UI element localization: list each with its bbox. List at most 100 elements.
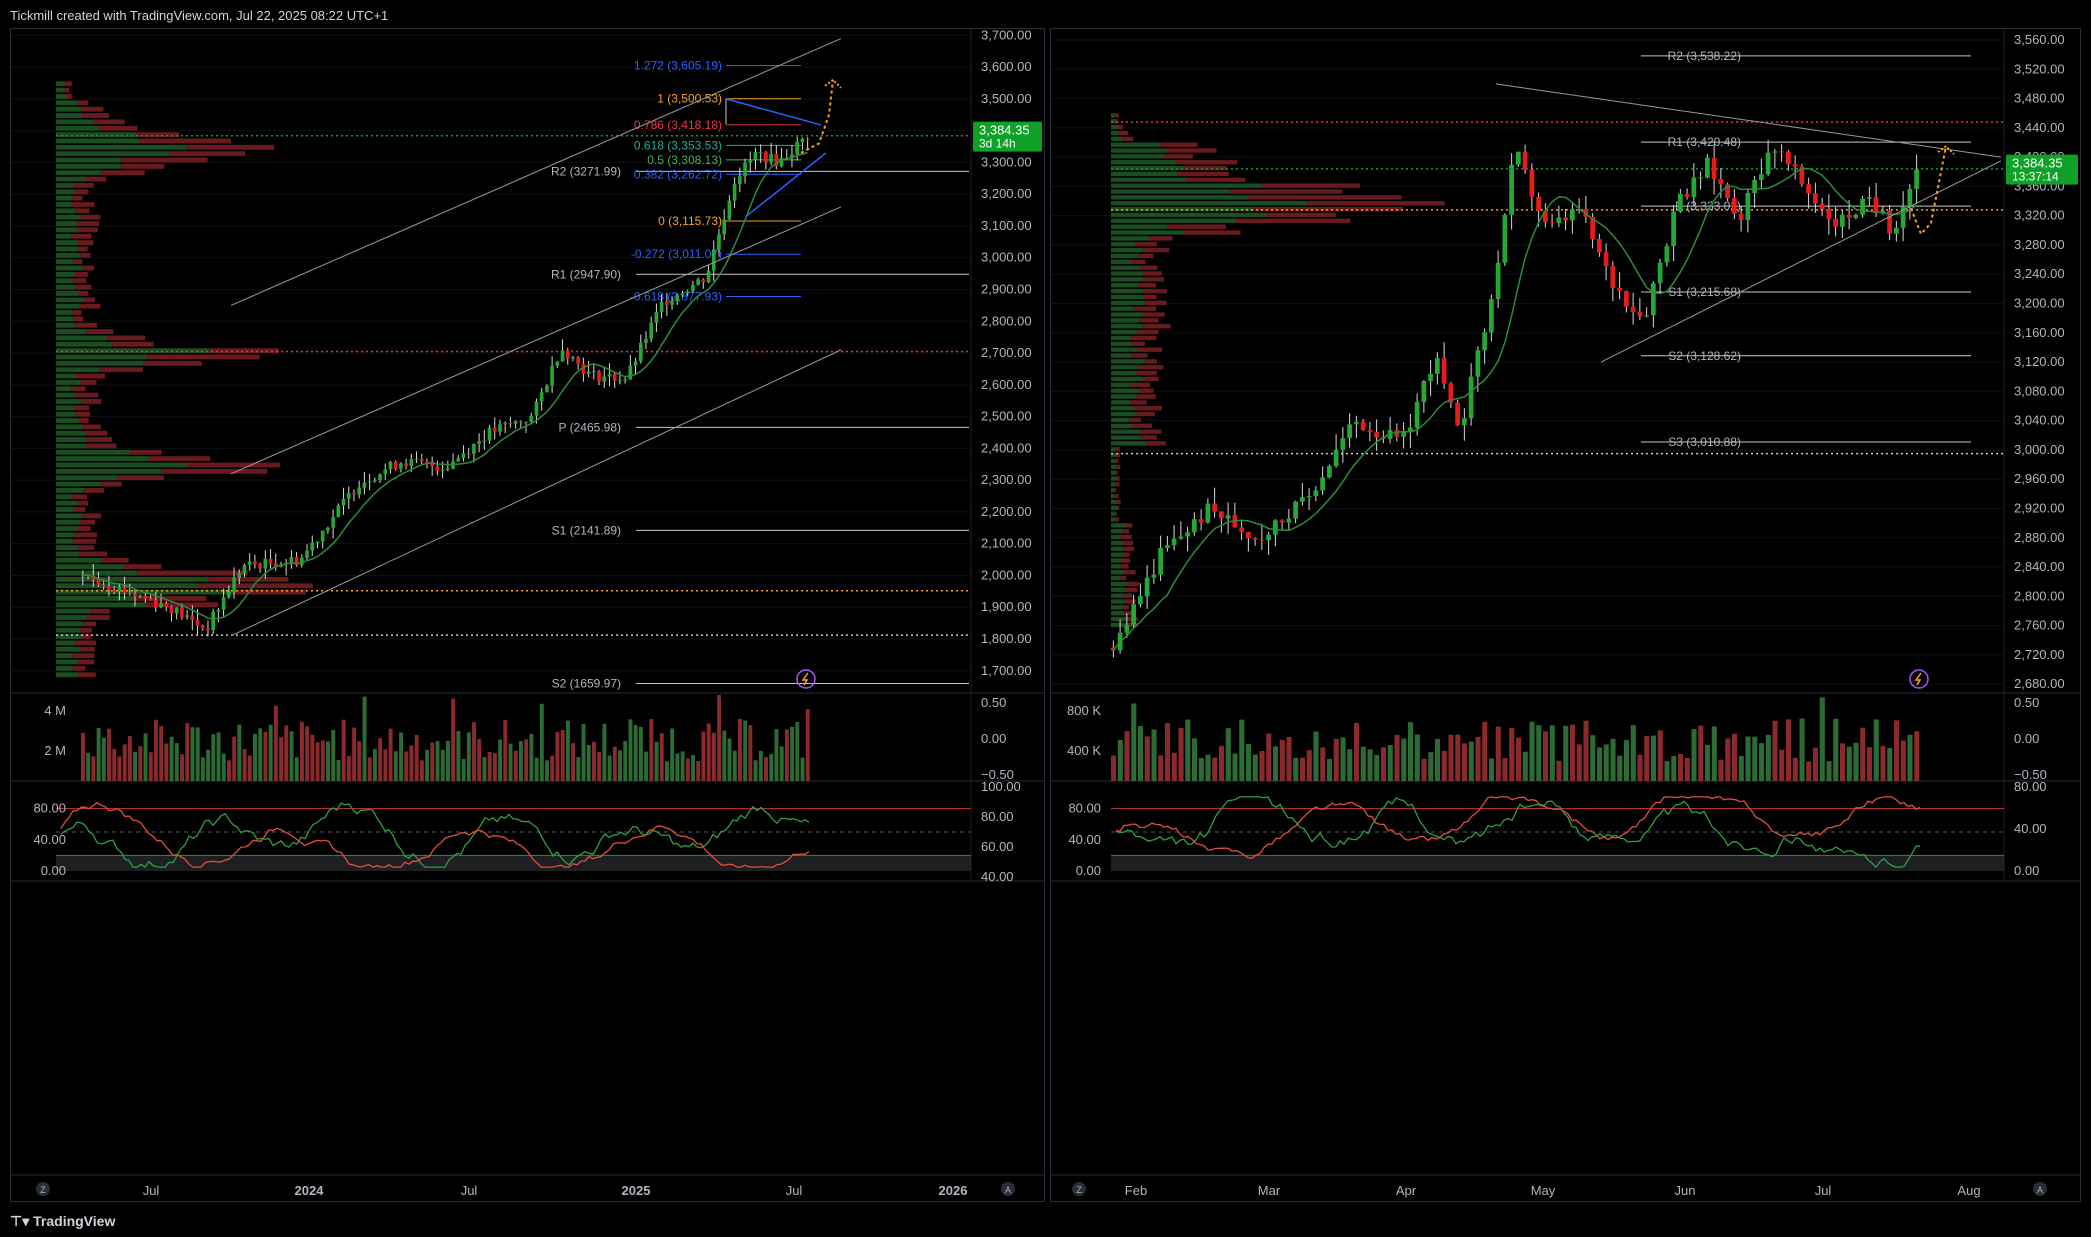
volume-profile-bar: [1111, 452, 1116, 458]
candle-body: [1786, 151, 1791, 165]
candle-body: [258, 564, 262, 569]
volume-profile-bar: [1306, 201, 1445, 206]
right-chart-panel[interactable]: 3,560.003,520.003,480.003,440.003,400.00…: [1050, 28, 2081, 1202]
candle-body: [435, 466, 440, 471]
volume-bar: [1691, 729, 1697, 781]
volume-bar: [1381, 747, 1387, 781]
volume-profile-bar: [72, 202, 95, 207]
volume-bar: [242, 748, 247, 781]
volume-bar: [451, 698, 456, 781]
candle-body: [331, 517, 335, 528]
candle-body: [1408, 427, 1413, 433]
y-tick-label: 3,520.00: [2014, 61, 2065, 76]
volume-bar: [1610, 738, 1616, 781]
candle-body: [1867, 197, 1872, 199]
candle-body: [1198, 519, 1204, 523]
volume-profile-bar: [1139, 318, 1159, 323]
volume-profile-bar: [1111, 505, 1117, 510]
volume-bar: [1765, 734, 1771, 781]
volume-profile-bar: [1126, 523, 1133, 528]
candle-body: [466, 453, 471, 455]
volume-bar: [1907, 734, 1913, 781]
volume-profile-bar: [1120, 564, 1129, 569]
tradingview-logo[interactable]: ⊤▾ TradingView: [10, 1213, 115, 1230]
oscillator-line: [1115, 796, 1921, 859]
last-price-tag: [2006, 154, 2078, 185]
volume-profile-bar: [72, 538, 97, 544]
volume-bar: [1576, 744, 1582, 781]
volume-profile-bar: [1111, 394, 1137, 399]
candle-body: [1894, 227, 1899, 234]
pivot-label: S1 (3,215.68): [1668, 285, 1741, 299]
candle-body: [174, 607, 179, 614]
pivot-label: S2 (3,128.62): [1668, 349, 1741, 363]
volume-bar: [1144, 736, 1150, 781]
volume-bar: [1894, 720, 1900, 781]
volume-profile-bar: [56, 443, 86, 449]
volume-bar: [1354, 722, 1360, 781]
candle-body: [1657, 262, 1663, 284]
left-chart-svg[interactable]: 3,700.003,600.003,500.003,400.003,300.00…: [11, 29, 1045, 1202]
candle-body: [383, 469, 388, 475]
volume-profile-bar: [1111, 148, 1168, 153]
volume-profile-bar: [1143, 277, 1164, 282]
volume-profile-bar: [1111, 294, 1144, 300]
left-chart-panel[interactable]: 3,700.003,600.003,500.003,400.003,300.00…: [10, 28, 1045, 1202]
volume-profile-bar: [1261, 183, 1360, 188]
y-tick-label: 2,400.00: [981, 440, 1032, 455]
volume-profile-bar: [83, 297, 95, 303]
volume-bar: [743, 720, 748, 781]
volume-bar: [659, 733, 664, 781]
volume-bar: [1171, 752, 1177, 781]
candle-body: [1833, 219, 1838, 227]
volume-bar: [232, 736, 237, 781]
candle-body: [545, 385, 549, 393]
candle-body: [534, 401, 539, 416]
volume-bar: [1394, 734, 1400, 781]
volume-profile-bar: [56, 494, 72, 500]
y-tick-label: 3,600.00: [981, 59, 1032, 74]
volume-profile-bar: [1140, 435, 1157, 440]
oscillator-tick: 80.00: [1068, 801, 1101, 816]
y-tick-label: 2,500.00: [981, 409, 1032, 424]
volume-profile-bar: [1111, 622, 1127, 628]
candle-body: [560, 350, 565, 362]
candle-body: [758, 152, 763, 154]
candle-body: [1556, 217, 1562, 224]
candle-body: [503, 423, 508, 425]
volume-bar: [779, 746, 784, 781]
candle-body: [586, 371, 591, 374]
volume-profile-bar: [56, 386, 72, 392]
candle-body: [1711, 157, 1717, 180]
volume-profile-bar: [1133, 306, 1157, 311]
candle-body: [221, 597, 226, 610]
volume-profile-bar: [1111, 476, 1117, 481]
top-bar: Tickmill created with TradingView.com, J…: [0, 0, 2091, 28]
volume-bar: [1158, 755, 1164, 781]
volume-bar: [164, 743, 169, 781]
volume-profile-bar: [76, 221, 100, 226]
oscillator-tick: 40.00: [1068, 832, 1101, 847]
volume-bar: [722, 730, 727, 781]
volume-bar: [1327, 759, 1333, 781]
volume-profile-bar: [1115, 452, 1120, 458]
volume-profile-bar: [1123, 611, 1135, 616]
volume-profile-bar: [75, 284, 92, 290]
volume-tick: 2 M: [44, 743, 66, 758]
right-chart-svg[interactable]: 3,560.003,520.003,480.003,440.003,400.00…: [1051, 29, 2081, 1202]
volume-profile-bar: [1111, 201, 1307, 206]
volume-bar: [492, 753, 497, 781]
candle-body: [1590, 216, 1595, 240]
volume-bar: [96, 727, 101, 781]
candle-body: [253, 561, 257, 565]
y-tick-label: 2,840.00: [2014, 559, 2065, 574]
volume-bar: [1718, 759, 1724, 781]
volume-profile-bar: [1121, 558, 1131, 563]
moving-average-line: [1112, 167, 1918, 651]
candle-body: [425, 461, 429, 463]
volume-profile-bar: [56, 132, 137, 138]
volume-profile-bar: [1111, 277, 1144, 282]
volume-profile-bar: [1111, 247, 1144, 253]
candle-body: [1698, 177, 1703, 179]
candle-body: [1286, 518, 1292, 523]
